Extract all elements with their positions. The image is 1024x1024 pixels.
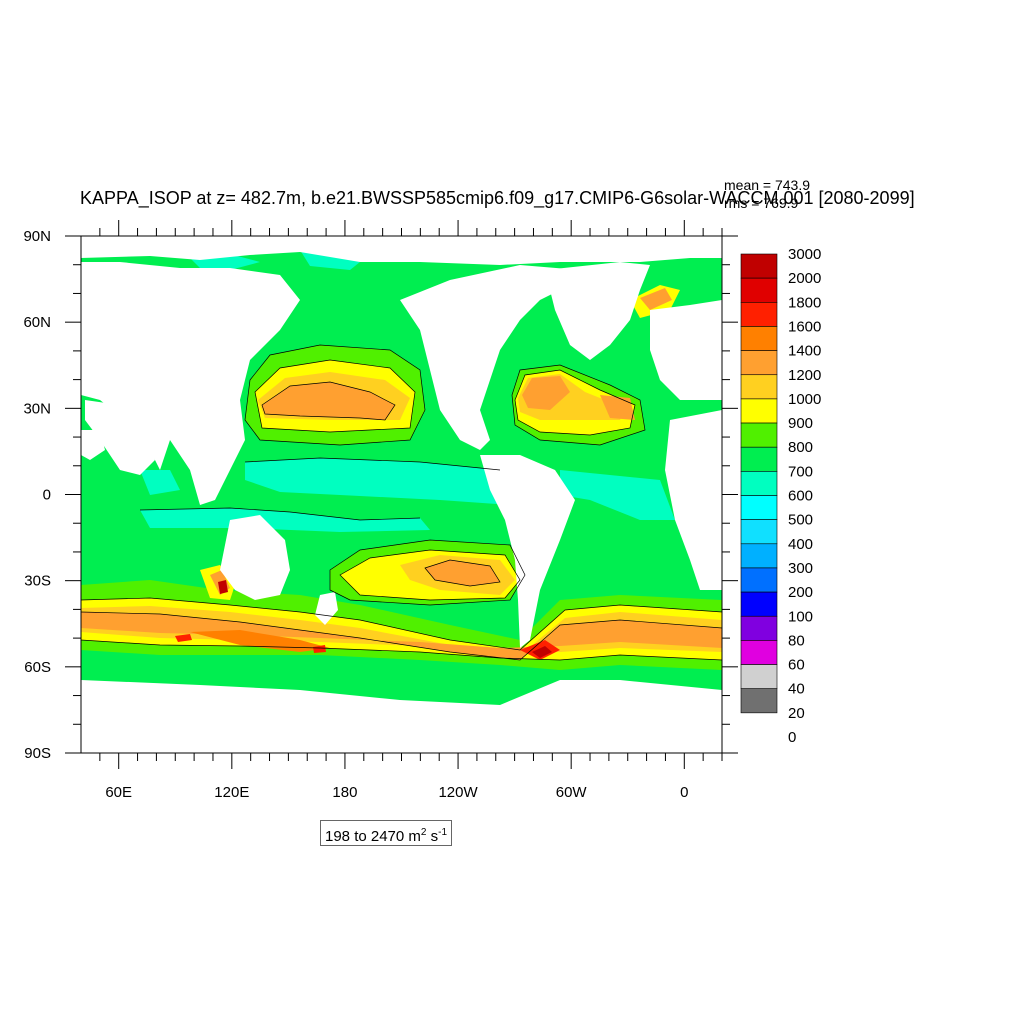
lat-tick-label: 30S <box>24 573 51 590</box>
lat-tick-label: 90S <box>24 745 51 762</box>
south-america <box>480 455 575 648</box>
colorbar-swatch <box>740 543 778 569</box>
latitude-axis: 90N 60N 30N 0 30S 60S 90S <box>23 228 738 762</box>
colorbar-level-label: 2000 <box>788 270 821 287</box>
lon-tick-label: 120E <box>214 784 249 801</box>
colorbar-swatch <box>740 374 778 400</box>
africa <box>665 410 722 590</box>
lat-tick-label: 60S <box>24 659 51 676</box>
south-pacific-1000-1200 <box>425 560 500 586</box>
new-zealand <box>315 592 338 625</box>
lat-tick-label: 30N <box>23 400 51 417</box>
colorbar-swatch <box>740 567 778 593</box>
colorbar-swatch <box>740 301 778 327</box>
colorbar-level-label: 100 <box>788 608 813 625</box>
contours <box>81 344 722 661</box>
greenland <box>545 262 650 360</box>
colorbar-swatch <box>740 326 778 351</box>
arctic-band-500-600 <box>300 250 360 270</box>
north-pacific-1000-1200 <box>262 382 395 420</box>
antarctica <box>81 680 722 753</box>
nz-1600-1800 <box>313 645 326 653</box>
colorbar-swatch <box>740 615 778 641</box>
colorbar-level-label: 1800 <box>788 294 821 311</box>
tropical-atlantic-500-600 <box>560 470 675 520</box>
colorbar-swatch <box>740 640 778 665</box>
colorbar-level-label: 0 <box>788 729 796 746</box>
colorbar-swatch <box>740 350 778 376</box>
colorbar-swatch <box>740 422 778 448</box>
colorbar-level-label: 800 <box>788 439 813 456</box>
colorbar-level-label: 1000 <box>788 391 821 408</box>
tropical-pacific-500-600 <box>245 458 510 505</box>
lat-tick-label: 60N <box>23 314 51 331</box>
kerguelen-1600-1800 <box>175 634 192 642</box>
colorbar: 3000200018001600140012001000900800700600… <box>740 246 821 746</box>
colorbar-swatch <box>740 471 778 496</box>
colorbar-level-label: 400 <box>788 536 813 553</box>
southern-ocean-1000-1200 <box>81 612 722 660</box>
colorbar-level-label: 900 <box>788 415 813 432</box>
lon-tick-label: 60W <box>556 784 588 801</box>
rms-stat: rms = 769.9 <box>724 195 799 211</box>
colorbar-level-label: 20 <box>788 705 805 722</box>
europe-africa-east <box>650 300 722 400</box>
north-america <box>400 265 580 450</box>
nordic-seas-1000-1200 <box>640 288 672 310</box>
lon-tick-label: 120W <box>438 784 478 801</box>
colorbar-swatch <box>740 519 778 545</box>
colorbar-level-label: 80 <box>788 632 805 649</box>
lon-tick-label: 180 <box>332 784 357 801</box>
lat-tick-label: 90N <box>23 228 51 245</box>
colorbar-level-label: 40 <box>788 681 805 698</box>
colorbar-swatch <box>740 253 778 279</box>
range-label: 198 to 2470 m2 s-1 <box>320 820 453 846</box>
longitude-axis: 60E 120E 180 120W 60W 0 <box>99 220 723 801</box>
equatorial-pacific-500-600 <box>140 508 430 532</box>
colorbar-swatch <box>740 446 778 472</box>
colorbar-level-label: 60 <box>788 657 805 674</box>
arabia-africa-north <box>85 400 155 475</box>
colorbar-level-label: 300 <box>788 560 813 577</box>
colorbar-swatch <box>740 591 778 617</box>
colorbar-swatch <box>740 398 778 424</box>
colorbar-swatch <box>740 495 778 520</box>
ocean-field <box>81 236 722 753</box>
colorbar-level-label: 600 <box>788 488 813 505</box>
colorbar-swatch <box>740 277 778 303</box>
colorbar-level-label: 500 <box>788 512 813 529</box>
lon-tick-label: 60E <box>105 784 132 801</box>
drake-2000-3000 <box>532 646 552 658</box>
mean-stat: mean = 743.9 <box>724 177 811 193</box>
southern-ocean-1400-1600 <box>190 630 330 652</box>
colorbar-level-label: 3000 <box>788 246 821 263</box>
land <box>81 236 722 753</box>
map-title: KAPPA_ISOP at z= 482.7m, b.e21.BWSSP585c… <box>80 188 915 208</box>
colorbar-level-label: 200 <box>788 584 813 601</box>
colorbar-swatch <box>740 688 778 714</box>
lat-tick-label: 0 <box>43 487 51 504</box>
indian-ocean-500-600 <box>140 470 180 495</box>
colorbar-level-label: 1600 <box>788 318 821 335</box>
africa-horn <box>81 430 105 460</box>
agulhas-2000-3000 <box>218 580 228 594</box>
arctic-land <box>81 236 722 265</box>
eurasia <box>81 262 300 505</box>
north-atlantic-1000-1200 <box>522 376 570 410</box>
colorbar-swatch <box>740 664 778 689</box>
australia <box>220 515 290 600</box>
colorbar-level-label: 1400 <box>788 343 821 360</box>
colorbar-level-label: 1200 <box>788 367 821 384</box>
colorbar-level-label: 700 <box>788 463 813 480</box>
lon-tick-label: 0 <box>680 784 688 801</box>
